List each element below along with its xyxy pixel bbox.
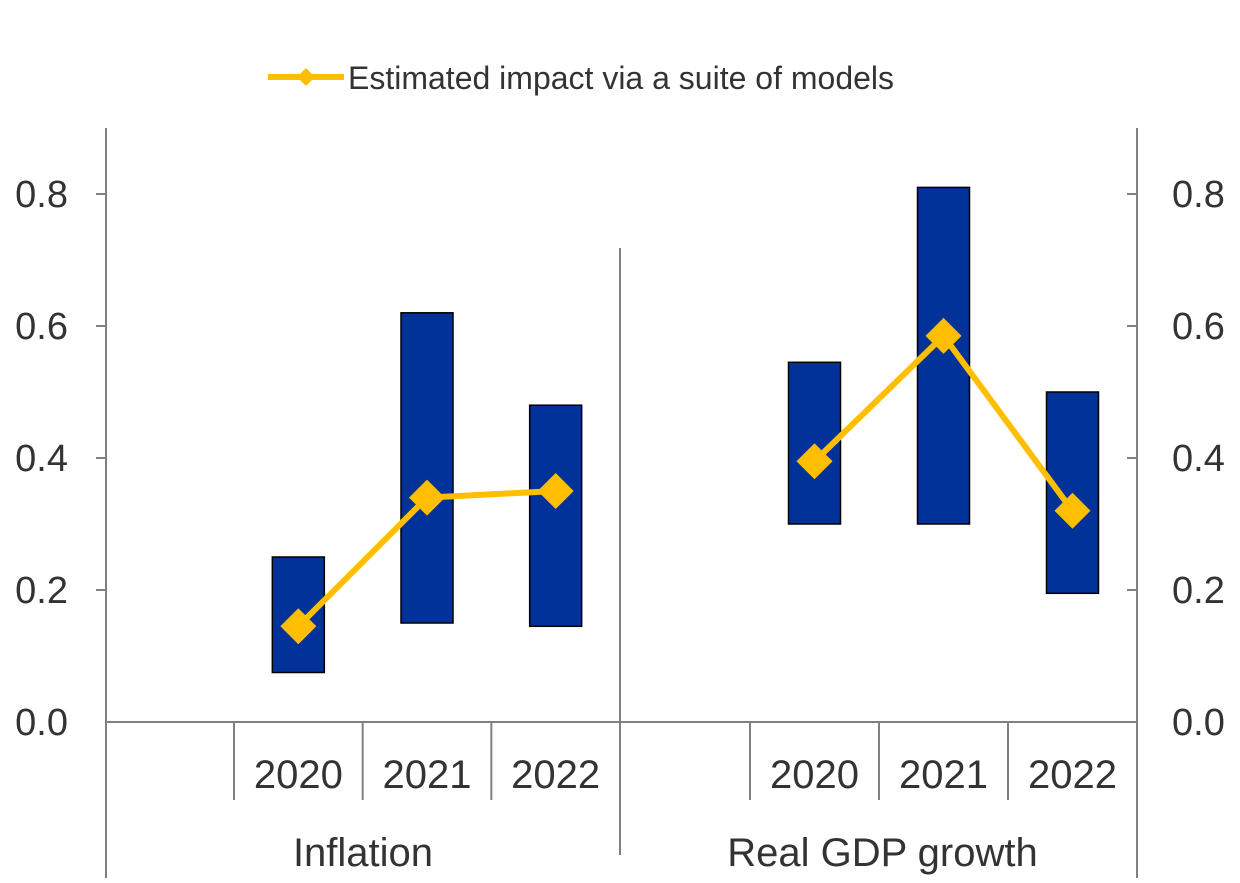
right-y-tick-label: 0.8: [1172, 174, 1225, 216]
left-y-tick-label: 0.6: [15, 306, 68, 348]
category-label: 2022: [1028, 753, 1117, 797]
category-label: 2020: [770, 753, 859, 797]
legend-label: Estimated impact via a suite of models: [348, 60, 894, 96]
range-bar: [528, 404, 583, 628]
right-y-tick-label: 0.4: [1172, 438, 1225, 480]
legend-diamond-marker: [297, 68, 315, 86]
category-label: 2020: [254, 753, 343, 797]
range-bar: [1045, 391, 1100, 595]
range-bars: [271, 186, 1100, 674]
impact-point: [1054, 492, 1091, 529]
group-label: Real GDP growth: [727, 831, 1038, 875]
impact-point: [537, 473, 574, 509]
impact-lines: [280, 317, 1091, 645]
range-bar: [400, 312, 454, 624]
impact-point: [409, 479, 445, 516]
impact-point: [796, 443, 833, 480]
left-y-tick-label: 0.0: [15, 702, 68, 744]
right-y-tick-label: 0.6: [1172, 306, 1225, 348]
right-y-tick-label: 0.0: [1172, 702, 1225, 744]
impact-point: [280, 608, 317, 645]
left-y-tick-label: 0.4: [15, 438, 68, 480]
category-label: 2021: [383, 753, 472, 797]
category-labels: 2020 2021 2022 Inflation 2020 2021 2022 Real GD…: [254, 753, 1117, 875]
left-y-tick-label: 0.8: [15, 174, 68, 216]
legend: Estimated impact via a suite of models: [268, 60, 894, 96]
axes: 0.0 0.0 0.2 0.2 0.4 0.4 0.6 0.6 0.8 0.8: [15, 128, 1225, 878]
left-y-tick-label: 0.2: [15, 570, 68, 612]
group-label: Inflation: [293, 831, 433, 875]
category-label: 2022: [511, 753, 600, 797]
right-y-tick-label: 0.2: [1172, 570, 1225, 612]
category-label: 2021: [899, 753, 988, 797]
impact-point: [925, 317, 962, 354]
